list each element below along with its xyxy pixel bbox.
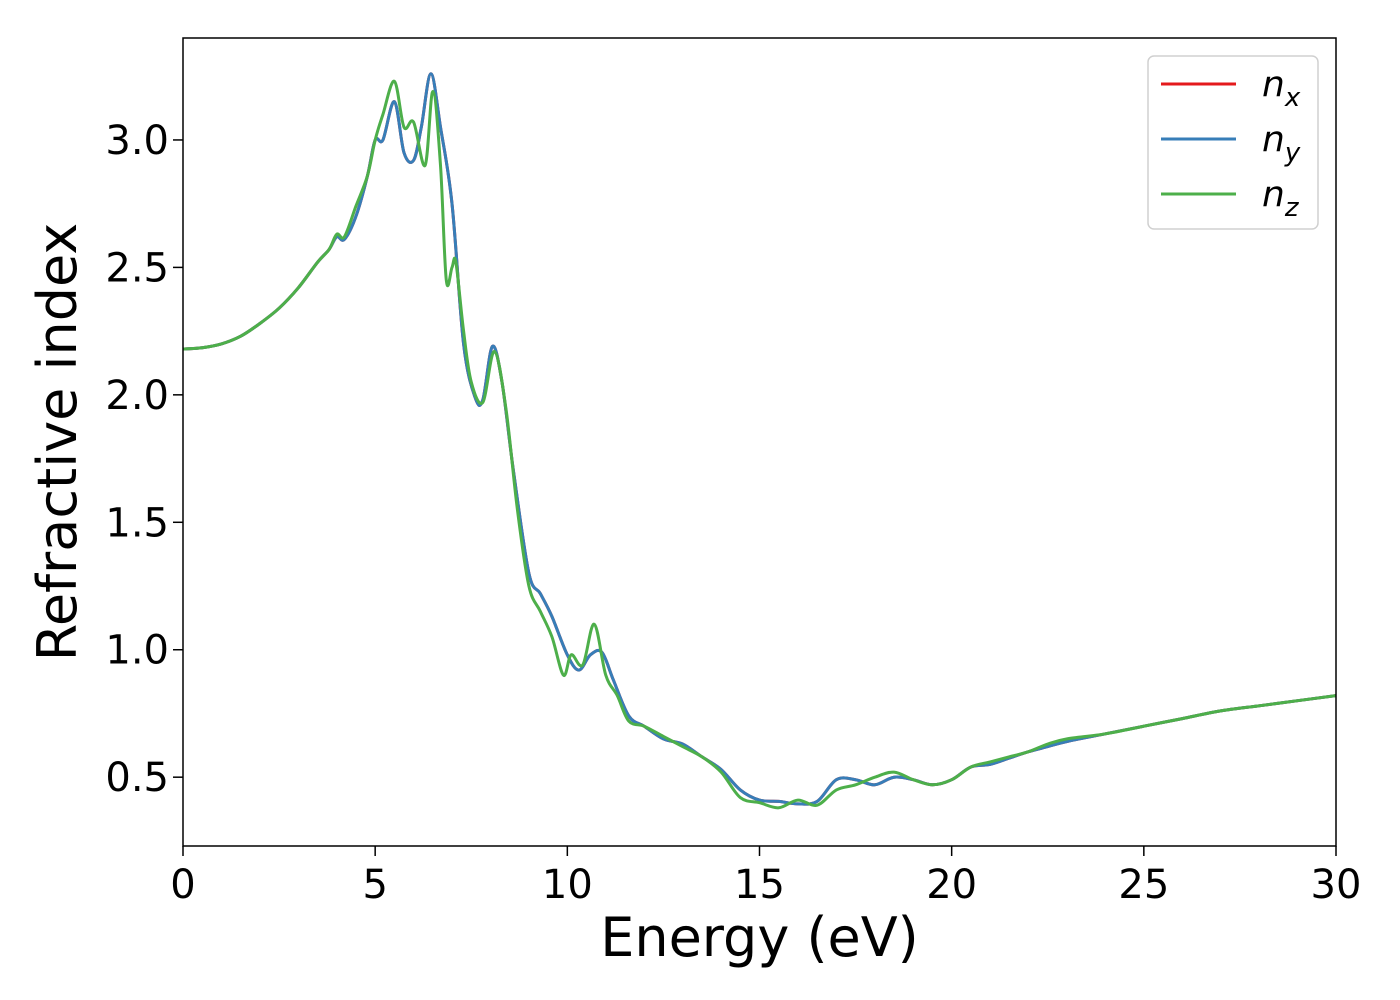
x-tick-label: 30 [1311,862,1362,908]
legend-box [1147,55,1319,230]
y-tick-label: 2.0 [105,373,169,419]
series-line-n-z [183,79,1336,810]
x-axis-label: Energy (eV) [600,906,919,969]
x-tick-label: 15 [734,862,785,908]
legend-label-n-y: ny [1262,119,1301,168]
y-tick-label: 3.0 [105,118,169,164]
legend-label-n-x: nx [1262,64,1301,113]
legend: nx ny nz [1147,55,1319,230]
y-axis-label: Refractive index [26,223,89,662]
y-axis-ticks: 0.5 1.0 1.5 2.0 2.5 3.0 [105,118,183,801]
x-tick-label: 10 [542,862,593,908]
y-tick-label: 1.5 [105,500,169,546]
y-tick-label: 2.5 [105,245,169,291]
x-tick-label: 20 [926,862,977,908]
plot-lines [183,72,1336,810]
legend-label-n-z: nz [1262,174,1300,223]
x-tick-label: 5 [362,862,387,908]
y-tick-label: 1.0 [105,628,169,674]
x-tick-label: 25 [1118,862,1169,908]
x-axis-ticks: 0 5 10 15 20 25 30 [170,846,1361,908]
y-tick-label: 0.5 [105,755,169,801]
x-tick-label: 0 [170,862,195,908]
